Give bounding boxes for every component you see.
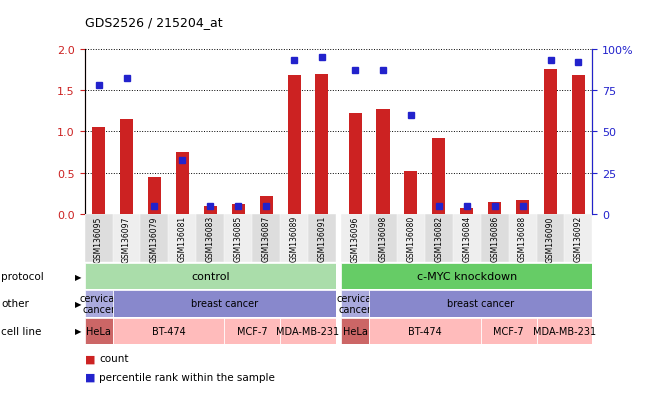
Bar (572, 76, 585, 215)
Text: BT-474: BT-474 (408, 326, 442, 336)
Text: protocol: protocol (1, 271, 44, 282)
Bar (376, 110, 389, 215)
Text: cell line: cell line (1, 326, 42, 336)
Text: GSM136095: GSM136095 (94, 216, 103, 262)
Text: GSM136086: GSM136086 (490, 216, 499, 262)
Text: breast cancer: breast cancer (191, 299, 258, 309)
Text: GSM136081: GSM136081 (178, 216, 187, 262)
Text: GDS2526 / 215204_at: GDS2526 / 215204_at (85, 16, 222, 29)
Bar (176, 153, 189, 215)
Bar (316, 74, 329, 215)
Text: GSM136083: GSM136083 (206, 216, 215, 262)
Text: BT-474: BT-474 (152, 326, 186, 336)
Text: GSM136080: GSM136080 (406, 216, 415, 262)
Text: c-MYC knockdown: c-MYC knockdown (417, 271, 517, 282)
Text: count: count (99, 354, 128, 363)
Bar (204, 206, 217, 215)
Text: ▶: ▶ (75, 272, 81, 281)
Text: GSM136088: GSM136088 (518, 216, 527, 262)
Text: HeLa: HeLa (342, 326, 368, 336)
Text: GSM136090: GSM136090 (546, 216, 555, 262)
Text: HeLa: HeLa (86, 326, 111, 336)
Text: cervical
cancer: cervical cancer (79, 293, 118, 315)
Bar (488, 202, 501, 215)
Text: GSM136091: GSM136091 (318, 216, 326, 262)
Text: GSM136087: GSM136087 (262, 216, 271, 262)
Text: MCF-7: MCF-7 (237, 326, 268, 336)
Bar (288, 76, 301, 215)
Text: GSM136089: GSM136089 (290, 216, 299, 262)
Text: GSM136096: GSM136096 (351, 216, 359, 262)
Bar (432, 139, 445, 215)
Bar (544, 70, 557, 215)
Text: ▶: ▶ (75, 299, 81, 308)
Text: GSM136079: GSM136079 (150, 216, 159, 262)
Text: ■: ■ (85, 372, 95, 382)
Text: GSM136082: GSM136082 (434, 216, 443, 262)
Text: percentile rank within the sample: percentile rank within the sample (99, 372, 275, 382)
Text: breast cancer: breast cancer (447, 299, 514, 309)
Text: MCF-7: MCF-7 (493, 326, 524, 336)
Bar (148, 178, 161, 215)
Text: GSM136098: GSM136098 (378, 216, 387, 262)
Text: GSM136097: GSM136097 (122, 216, 131, 262)
Bar (348, 114, 361, 215)
Text: GSM136092: GSM136092 (574, 216, 583, 262)
Text: MDA-MB-231: MDA-MB-231 (533, 326, 596, 336)
Bar (232, 204, 245, 215)
Bar (260, 197, 273, 215)
Text: GSM136084: GSM136084 (462, 216, 471, 262)
Text: GSM136085: GSM136085 (234, 216, 243, 262)
Bar (92, 128, 105, 215)
Text: control: control (191, 271, 230, 282)
Bar (460, 208, 473, 215)
Bar (404, 172, 417, 215)
Text: cervical
cancer: cervical cancer (336, 293, 374, 315)
Bar (120, 120, 133, 215)
Text: ▶: ▶ (75, 327, 81, 335)
Bar (516, 201, 529, 215)
Text: ■: ■ (85, 354, 95, 363)
Text: other: other (1, 299, 29, 309)
Text: MDA-MB-231: MDA-MB-231 (277, 326, 340, 336)
